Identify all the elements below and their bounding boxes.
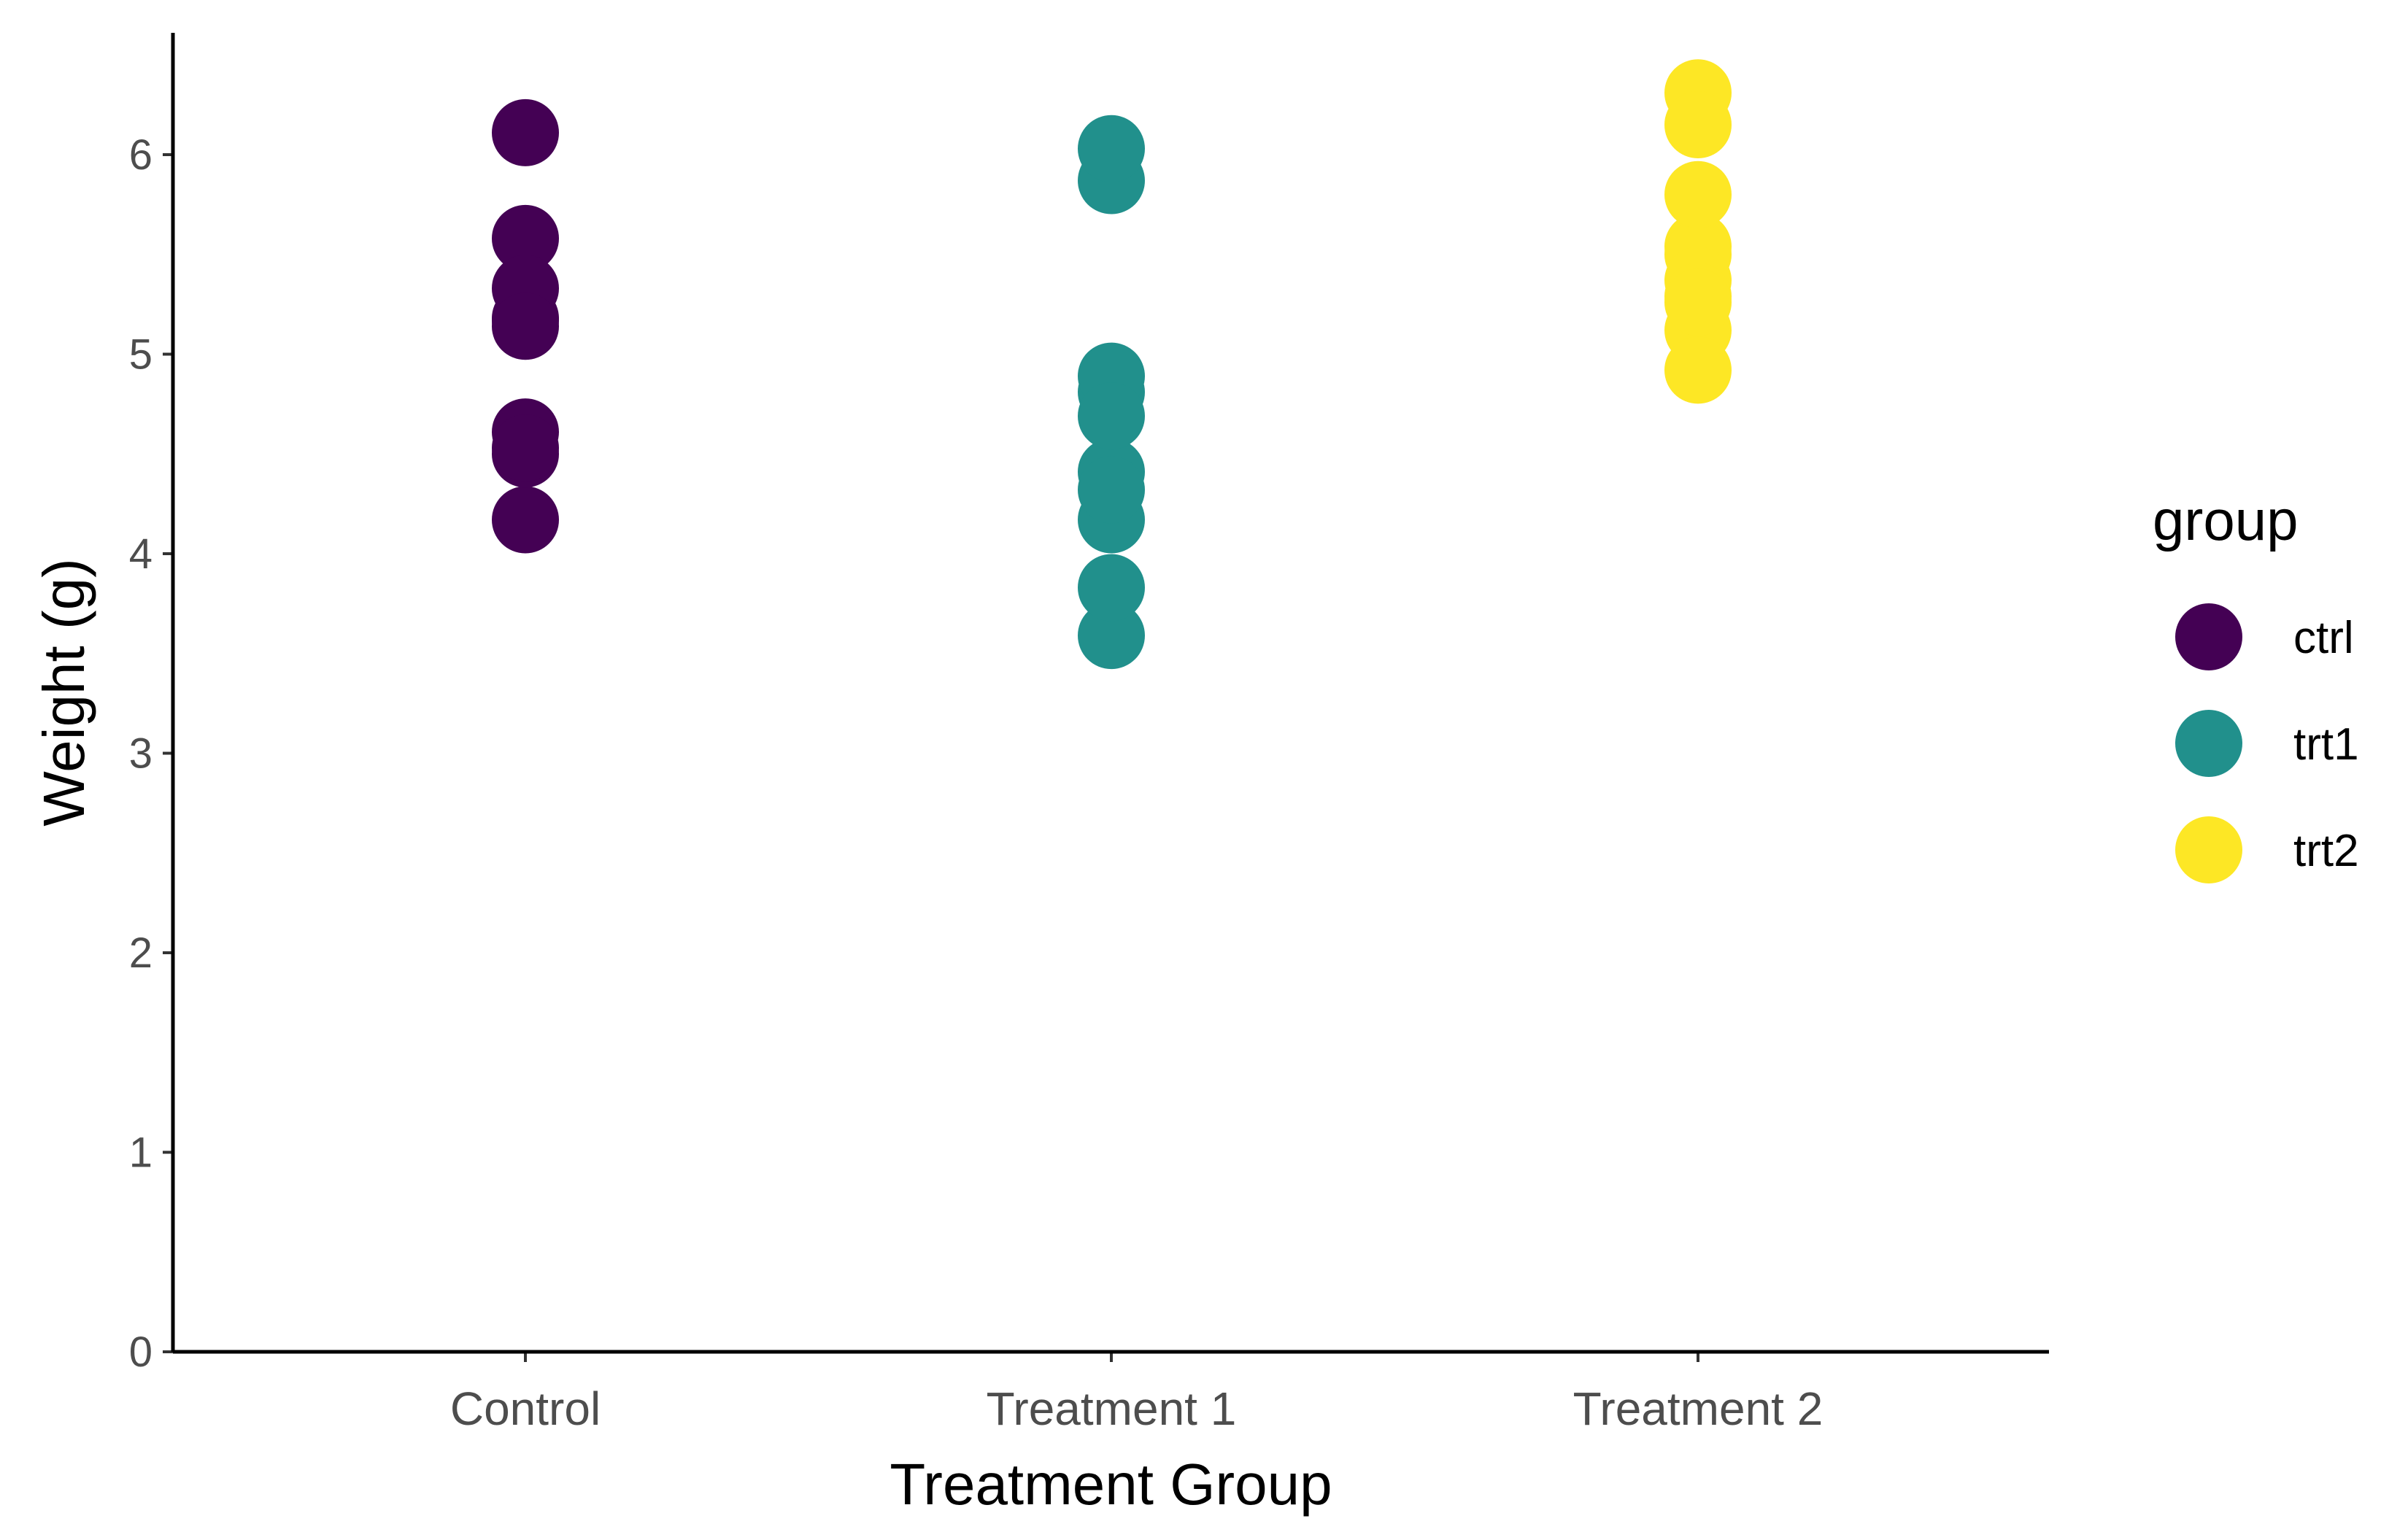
y-axis-ticks: 0 1 2 3 4 5 6: [129, 131, 173, 1376]
y-tick-label: 5: [129, 331, 153, 379]
data-point-trt2: [1664, 336, 1732, 404]
x-tick-label: Control: [450, 1382, 601, 1435]
data-point-trt1: [1078, 456, 1145, 524]
x-axis-ticks: Control Treatment 1 Treatment 2: [450, 1352, 1823, 1435]
x-axis-title: Treatment Group: [890, 1452, 1332, 1517]
y-tick-label: 0: [129, 1328, 153, 1376]
data-point-trt2: [1664, 268, 1732, 336]
data-point-trt1: [1078, 554, 1145, 622]
data-point-ctrl: [492, 414, 559, 482]
y-tick-label: 1: [129, 1129, 153, 1177]
data-point-ctrl: [492, 98, 559, 166]
data-point-trt1: [1078, 115, 1145, 182]
y-tick-label: 6: [129, 131, 153, 179]
data-point-ctrl: [492, 204, 559, 272]
data-points: [492, 59, 1732, 670]
x-tick-label: Treatment 1: [987, 1382, 1237, 1435]
y-tick-label: 2: [129, 929, 153, 977]
legend-label-trt1: trt1: [2293, 719, 2359, 770]
legend-key-trt2: [2175, 816, 2242, 883]
legend-label-trt2: trt2: [2293, 826, 2359, 876]
legend-key-ctrl: [2175, 603, 2242, 670]
data-point-ctrl: [492, 293, 559, 360]
data-point-trt2: [1664, 160, 1732, 228]
legend-title: group: [2153, 488, 2299, 552]
data-point-trt1: [1078, 382, 1145, 450]
legend-key-trt1: [2175, 710, 2242, 777]
legend: group ctrl trt1 trt2: [2153, 488, 2359, 883]
y-tick-label: 4: [129, 530, 153, 578]
legend-label-ctrl: ctrl: [2293, 613, 2354, 663]
data-point-ctrl: [492, 486, 559, 554]
legend-items: ctrl trt1 trt2: [2175, 603, 2359, 883]
data-point-trt1: [1078, 602, 1145, 670]
y-tick-label: 3: [129, 730, 153, 778]
y-axis-title: Weight (g): [31, 558, 96, 827]
data-point-trt2: [1664, 90, 1732, 158]
x-tick-label: Treatment 2: [1573, 1382, 1824, 1435]
